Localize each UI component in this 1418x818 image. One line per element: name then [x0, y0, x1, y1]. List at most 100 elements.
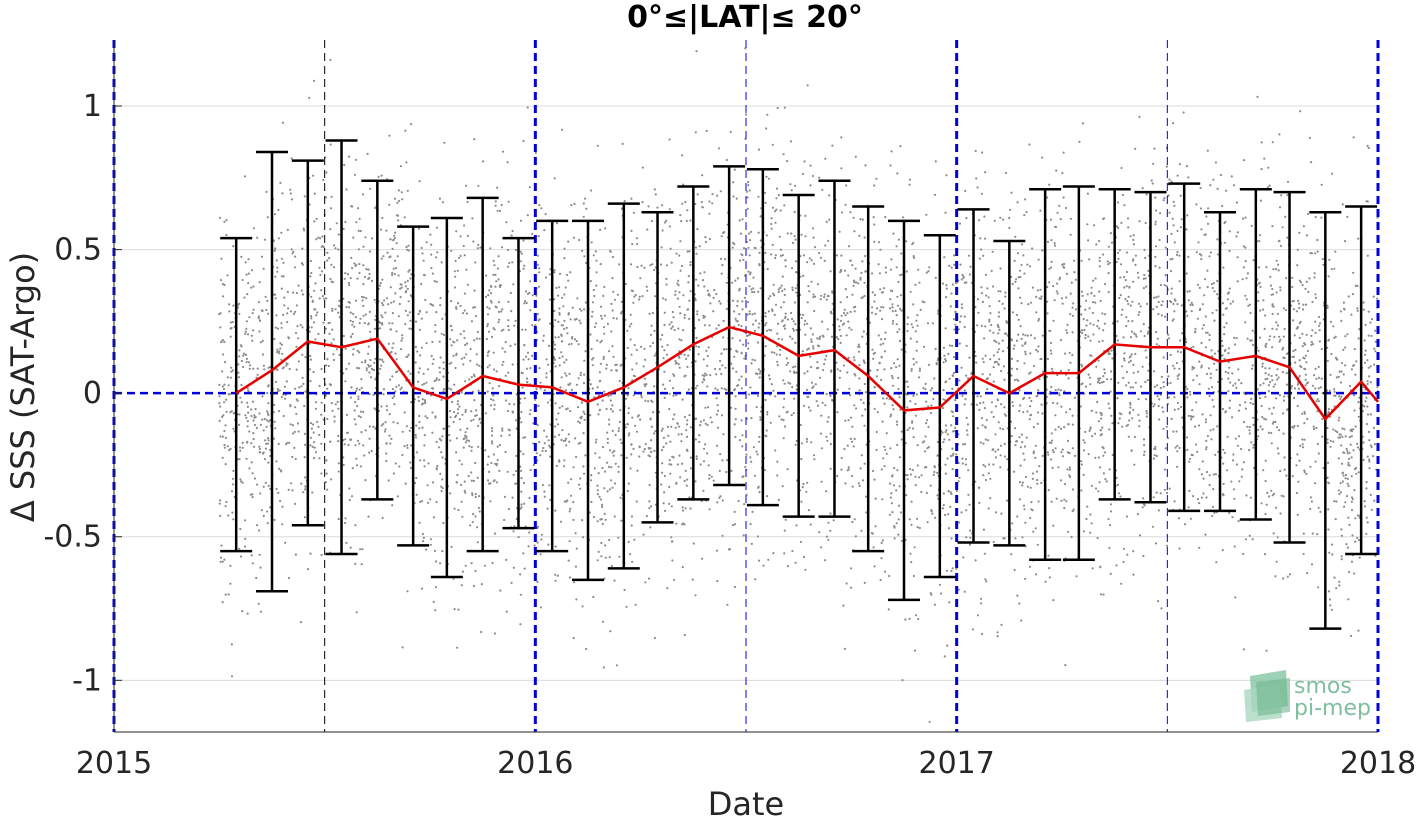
scatter-point	[675, 361, 678, 365]
scatter-point	[1276, 312, 1279, 315]
scatter-point	[258, 319, 261, 322]
scatter-point	[1269, 284, 1272, 287]
scatter-point	[448, 425, 451, 428]
scatter-point	[295, 412, 298, 415]
scatter-point	[301, 247, 304, 250]
scatter-point	[535, 452, 538, 455]
scatter-point	[992, 415, 995, 419]
scatter-point	[462, 244, 465, 248]
scatter-point	[1306, 349, 1309, 353]
scatter-point	[679, 269, 682, 272]
scatter-point	[908, 178, 912, 181]
scatter-point	[1058, 394, 1061, 397]
scatter-point	[525, 301, 528, 305]
scatter-point	[896, 304, 900, 307]
scatter-point	[1304, 354, 1307, 357]
scatter-point	[997, 311, 1001, 314]
scatter-point	[247, 282, 250, 285]
scatter-point	[420, 317, 423, 320]
scatter-point	[500, 434, 503, 437]
scatter-point	[1132, 550, 1135, 553]
scatter-point	[912, 357, 915, 360]
scatter-point	[1275, 268, 1278, 271]
scatter-point	[1298, 231, 1301, 234]
scatter-point	[768, 377, 772, 381]
scatter-point	[261, 339, 264, 342]
scatter-point	[976, 324, 979, 327]
scatter-point	[252, 432, 255, 435]
scatter-point	[802, 274, 805, 277]
scatter-point	[1070, 535, 1073, 539]
scatter-point	[1080, 489, 1083, 492]
scatter-point	[677, 327, 680, 330]
scatter-point	[382, 304, 385, 307]
scatter-point	[906, 478, 909, 481]
scatter-point	[709, 302, 712, 305]
scatter-point	[493, 368, 496, 371]
scatter-point	[733, 310, 736, 313]
scatter-point	[1163, 284, 1166, 287]
scatter-point	[963, 326, 966, 329]
scatter-point	[890, 258, 893, 261]
scatter-point	[1286, 236, 1289, 239]
scatter-point	[1365, 487, 1368, 490]
scatter-point	[519, 260, 522, 263]
scatter-point	[951, 283, 955, 286]
scatter-point	[663, 491, 666, 494]
scatter-point	[795, 524, 798, 527]
scatter-point	[851, 485, 854, 488]
scatter-point	[984, 171, 987, 174]
scatter-point	[1208, 394, 1211, 398]
scatter-point	[1213, 290, 1216, 293]
scatter-point	[1071, 447, 1074, 450]
scatter-point	[1241, 278, 1244, 281]
scatter-point	[635, 500, 638, 503]
scatter-point	[1107, 263, 1110, 266]
scatter-point	[791, 241, 795, 244]
scatter-point	[741, 434, 744, 437]
scatter-point	[535, 294, 538, 297]
scatter-point	[229, 335, 232, 338]
scatter-point	[365, 369, 368, 372]
scatter-point	[1050, 260, 1053, 263]
scatter-point	[349, 277, 352, 280]
scatter-point	[314, 451, 318, 454]
scatter-point	[698, 245, 701, 248]
scatter-point	[415, 451, 419, 454]
scatter-point	[1185, 272, 1188, 275]
scatter-point	[932, 397, 935, 401]
scatter-point	[494, 273, 497, 276]
scatter-point	[1252, 259, 1255, 262]
scatter-point	[640, 264, 643, 267]
scatter-point	[313, 79, 316, 82]
scatter-point	[1085, 517, 1088, 521]
scatter-point	[435, 500, 438, 504]
scatter-point	[1366, 382, 1369, 386]
scatter-point	[482, 160, 485, 163]
scatter-point	[636, 265, 639, 269]
scatter-point	[927, 425, 930, 428]
scatter-point	[610, 479, 613, 482]
scatter-point	[1248, 429, 1251, 432]
scatter-point	[1091, 311, 1094, 315]
scatter-point	[289, 405, 292, 408]
scatter-point	[685, 429, 688, 432]
scatter-point	[1172, 364, 1175, 367]
scatter-point	[325, 364, 328, 367]
scatter-point	[500, 310, 503, 313]
scatter-point	[489, 285, 493, 288]
scatter-point	[290, 157, 293, 160]
scatter-point	[694, 387, 698, 390]
scatter-point	[1155, 209, 1158, 212]
scatter-point	[1156, 384, 1159, 387]
scatter-point	[926, 322, 930, 325]
scatter-point	[949, 505, 952, 508]
scatter-point	[994, 511, 998, 514]
scatter-point	[1347, 484, 1350, 488]
scatter-point	[776, 364, 779, 367]
scatter-point	[1142, 453, 1146, 457]
scatter-point	[984, 354, 987, 357]
scatter-point	[423, 459, 426, 462]
scatter-point	[1000, 403, 1003, 406]
scatter-point	[1259, 425, 1262, 428]
